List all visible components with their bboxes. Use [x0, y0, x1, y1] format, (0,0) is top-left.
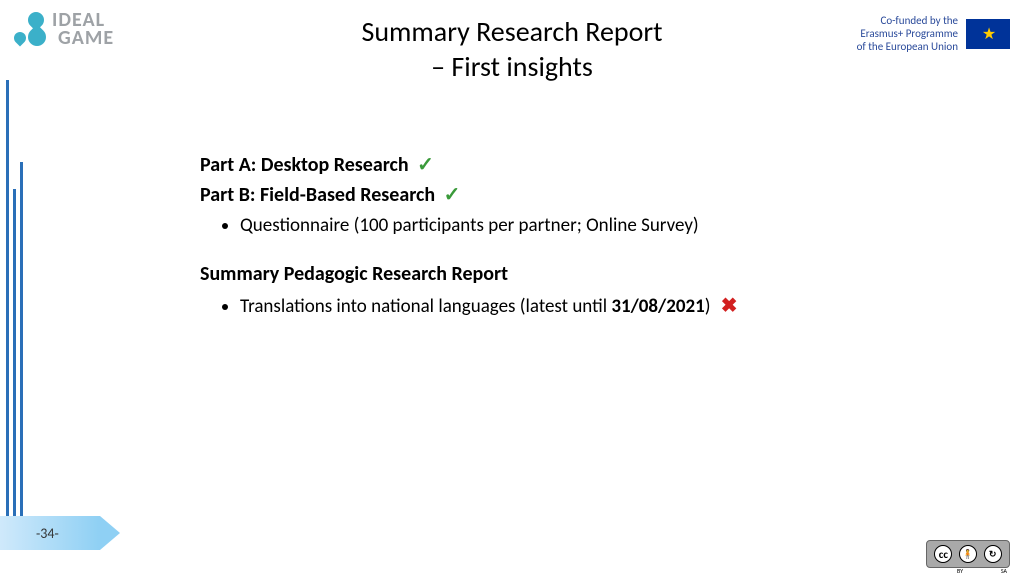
eu-line3: of the European Union	[857, 40, 958, 53]
bullet-text-post: )	[705, 295, 711, 318]
part-a-row: Part A: Desktop Research ✓	[200, 150, 964, 180]
section2-title: Summary Pedagogic Research Report	[200, 262, 508, 286]
section2-row: Summary Pedagogic Research Report	[200, 259, 964, 289]
eu-line1: Co-funded by the	[857, 14, 958, 27]
section2-bullets: Translations into national languages (la…	[200, 291, 964, 322]
slide-content: Part A: Desktop Research ✓ Part B: Field…	[200, 150, 964, 339]
by-icon: 🧍	[959, 545, 977, 563]
part-b-title: Part B: Field-Based Research	[200, 183, 435, 207]
check-icon: ✓	[444, 180, 461, 210]
bullet-text-pre: Translations into national languages (la…	[240, 295, 611, 318]
eu-cofunded-block: Co-funded by the Erasmus+ Programme of t…	[857, 14, 1010, 54]
eu-line2: Erasmus+ Programme	[857, 27, 958, 40]
title-line2: – First insights	[0, 49, 1024, 84]
eu-flag-icon: ★	[966, 19, 1010, 49]
part-b-bullets: Questionnaire (100 participants per part…	[200, 212, 964, 241]
side-accent-bars	[6, 80, 23, 536]
bullet-date: 31/08/2021	[611, 295, 704, 318]
sa-icon: ↻	[984, 545, 1002, 563]
cc-icon: cc	[934, 545, 952, 563]
list-item: Questionnaire (100 participants per part…	[240, 212, 964, 241]
cc-by-label: BY	[957, 567, 963, 575]
eu-text: Co-funded by the Erasmus+ Programme of t…	[857, 14, 958, 54]
cc-license-badge: cc 🧍 ↻	[926, 540, 1010, 568]
page-number: -34-	[0, 516, 100, 550]
cross-icon: ✖	[721, 291, 738, 321]
page-number-arrow: -34-	[0, 516, 130, 550]
cc-sa-label: SA	[1001, 567, 1007, 575]
check-icon: ✓	[417, 150, 434, 180]
cc-labels: BY SA	[957, 567, 1007, 575]
list-item: Translations into national languages (la…	[240, 291, 964, 322]
part-b-row: Part B: Field-Based Research ✓	[200, 180, 964, 210]
arrow-head-icon	[100, 516, 120, 550]
part-a-title: Part A: Desktop Research	[200, 153, 409, 177]
